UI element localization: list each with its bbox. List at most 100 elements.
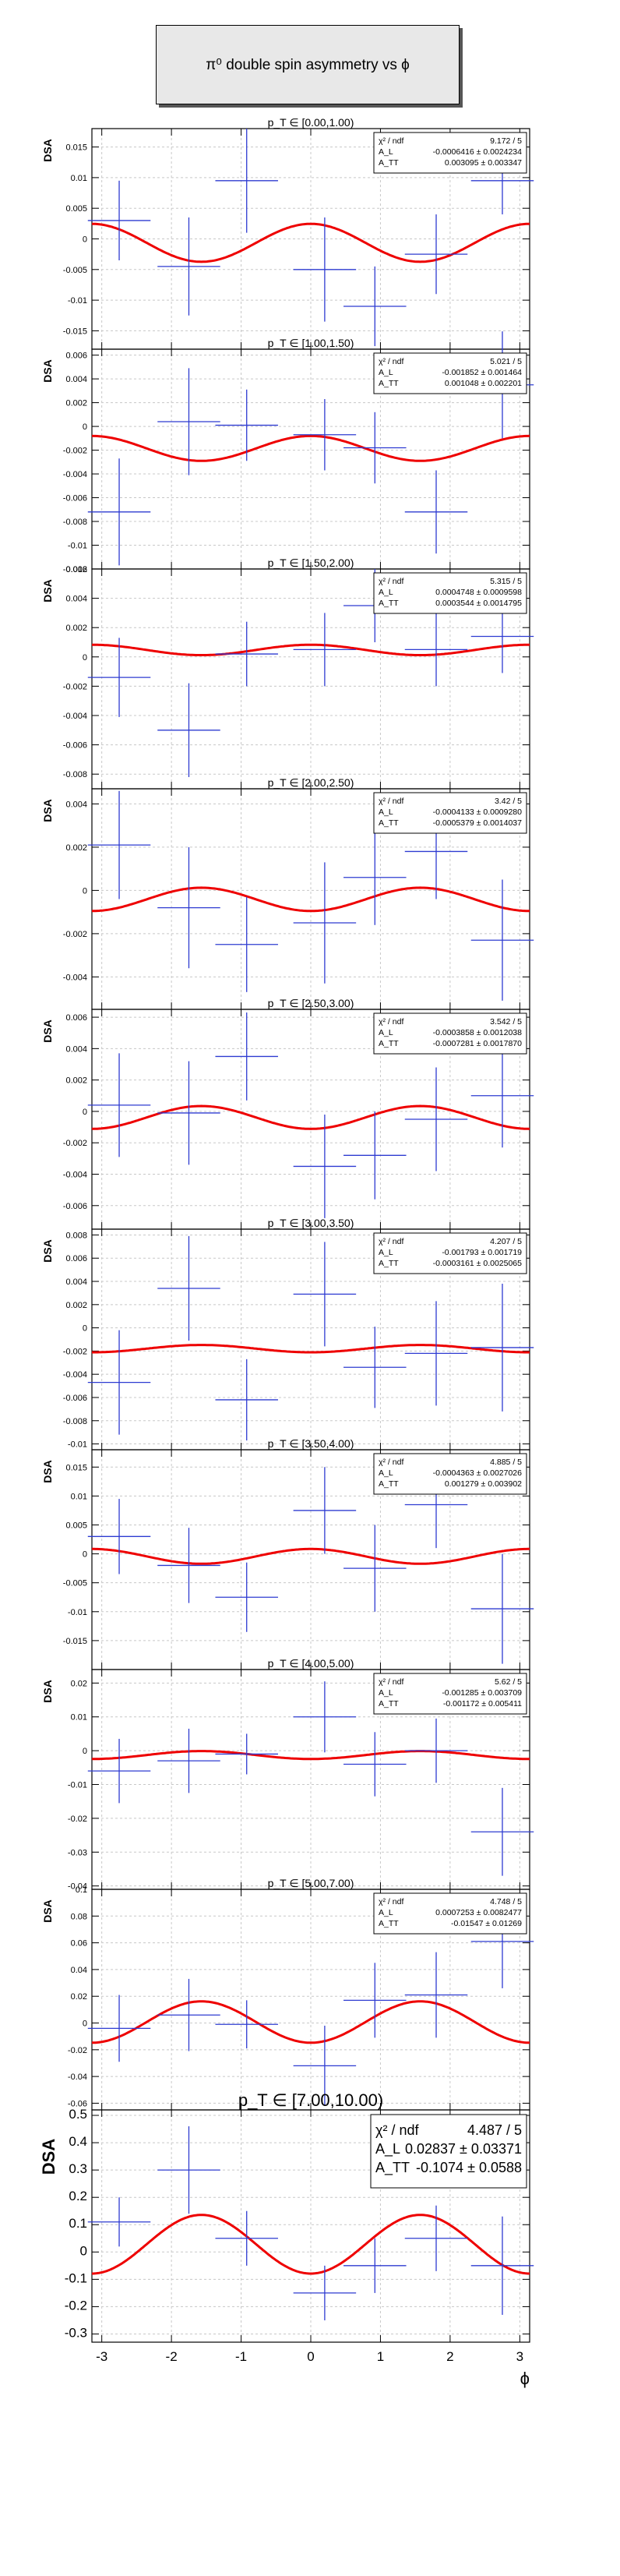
stats-value: 0.001279 ± 0.003902 <box>445 1479 522 1489</box>
data-point <box>157 1061 220 1165</box>
y-tick-label: -0.005 <box>63 266 87 275</box>
data-point <box>343 2238 407 2293</box>
stats-value: -0.01547 ± 0.01269 <box>451 1919 522 1928</box>
chart-title: π⁰ double spin asymmetry vs ϕ <box>156 25 460 104</box>
y-tick-label: -0.004 <box>63 470 87 479</box>
panel-6: -0.01 -0.008 -0.006 -0.004 -0.002 0 0.002 0.004… <box>41 1217 534 1451</box>
stats-box <box>373 132 527 174</box>
fit-curve <box>92 2000 530 2044</box>
data-point <box>343 266 407 347</box>
y-tick-label: -0.008 <box>63 770 87 779</box>
stats-value: 3.542 / 5 <box>490 1017 522 1027</box>
data-point <box>293 2025 357 2106</box>
y-tick-label: -0.008 <box>63 1417 87 1426</box>
stats-value: 5.021 / 5 <box>490 357 522 366</box>
stats-box <box>373 792 527 834</box>
fit-curve <box>92 1750 530 1761</box>
y-tick-label: -0.008 <box>63 518 87 527</box>
panel-bin-label: p_T ∈ [5.00,7.00) <box>268 1877 354 1889</box>
data-point <box>215 896 278 992</box>
stats-value: -0.0003858 ± 0.0012038 <box>433 1028 523 1037</box>
y-tick-label: 0.008 <box>65 1231 87 1240</box>
data-point <box>404 1067 468 1171</box>
data-point <box>215 621 278 687</box>
data-point <box>157 217 220 316</box>
y-tick-label: -0.004 <box>63 1370 87 1380</box>
stats-value: 5.62 / 5 <box>495 1677 522 1687</box>
y-tick-label: -0.01 <box>68 1608 87 1617</box>
stats-label: A_L <box>379 1688 393 1698</box>
y-tick-label: 0.015 <box>65 143 87 153</box>
stats-label: χ² / ndf <box>379 1017 403 1027</box>
data-point <box>470 1787 534 1876</box>
y-axis-label: DSA <box>39 2139 58 2175</box>
y-tick-label: -0.002 <box>63 447 87 456</box>
stats-value: -0.0004363 ± 0.0027026 <box>433 1468 523 1478</box>
data-point <box>157 2126 220 2214</box>
y-tick-label: 0.5 <box>69 2107 87 2122</box>
data-point <box>87 638 151 717</box>
stats-box <box>373 572 527 614</box>
stats-label: A_TT <box>379 1699 399 1708</box>
panel-9: -0.06 -0.04 -0.02 0 0.02 0.04 0.06 0.08 0.1 DSA p_… <box>41 1877 534 2111</box>
x-tick-label: -3 <box>96 2349 107 2364</box>
panel-2: -0.012 -0.01 -0.008 -0.006 -0.004 -0.002 0 0.00… <box>41 331 534 574</box>
stats-label: χ² / ndf <box>379 1237 403 1246</box>
y-tick-label: 0.08 <box>71 1912 87 1921</box>
stats-label: A_TT <box>379 1479 399 1489</box>
y-axis-label: DSA <box>41 1680 54 1703</box>
fit-curve <box>92 1547 530 1565</box>
data-point <box>215 2000 278 2049</box>
y-tick-label: -0.01 <box>68 1781 87 1790</box>
y-tick-label: 0 <box>83 1324 87 1334</box>
data-point <box>87 790 151 899</box>
y-axis-label: DSA <box>41 1019 54 1043</box>
stats-value: -0.001793 ± 0.001719 <box>442 1248 522 1257</box>
data-point <box>293 1681 357 1753</box>
y-tick-label: 0.06 <box>71 1939 87 1949</box>
y-tick-label: 0.004 <box>65 595 87 604</box>
stats-label: χ² / ndf <box>379 357 403 366</box>
data-point <box>293 862 357 984</box>
stats-value: -0.0003161 ± 0.0025065 <box>433 1259 523 1268</box>
data-point <box>293 613 357 687</box>
y-tick-label: 0.01 <box>71 1492 87 1501</box>
chart-title-text: π⁰ double spin asymmetry vs ϕ <box>206 56 410 73</box>
data-point <box>215 2210 278 2266</box>
panel-4: -0.004 -0.002 0 0.002 0.004 DSA p_T ∈ [2.00,2.… <box>41 776 534 1010</box>
fit-curve <box>92 643 530 656</box>
y-tick-label: -0.006 <box>63 494 87 504</box>
y-tick-label: -0.01 <box>68 296 87 306</box>
data-point <box>215 129 278 233</box>
y-tick-label: -0.002 <box>63 682 87 691</box>
fit-curve <box>91 434 530 462</box>
y-axis-label: DSA <box>41 359 54 383</box>
y-tick-label: -0.2 <box>65 2298 87 2313</box>
y-tick-label: -0.002 <box>63 1139 87 1148</box>
stats-value: 0.0007253 ± 0.0082477 <box>435 1908 522 1917</box>
data-point <box>293 1467 357 1554</box>
y-axis-label: DSA <box>41 1899 54 1923</box>
fit-curve <box>91 1104 530 1130</box>
y-tick-label: -0.03 <box>68 1848 87 1857</box>
y-tick-label: 0.006 <box>65 352 87 361</box>
stats-value: 0.0004748 ± 0.0009598 <box>435 588 522 597</box>
y-axis-label: DSA <box>41 139 54 162</box>
data-point <box>470 2216 534 2315</box>
y-tick-label: -0.004 <box>63 1171 87 1180</box>
data-point <box>343 1732 407 1797</box>
data-point <box>404 1952 468 2038</box>
data-point <box>470 1284 534 1412</box>
panel-10: -0.3 -0.2 -0.1 0 0.1 0.2 0.3 0.4 0.5 -3 -2 -1 0 1 2 3 ϕ D… <box>39 2090 534 2388</box>
y-tick-label: 0.004 <box>65 1277 87 1287</box>
y-tick-label: 0 <box>80 2243 87 2258</box>
data-point <box>343 1327 407 1408</box>
y-tick-label: 0.015 <box>65 1463 87 1472</box>
x-tick-label: -2 <box>166 2349 178 2364</box>
y-tick-label: 0.1 <box>69 2216 87 2231</box>
y-tick-label: 0.01 <box>71 174 87 183</box>
stats-label: A_TT <box>379 818 399 828</box>
data-point <box>404 2205 468 2271</box>
y-tick-label: 0.006 <box>65 1254 87 1263</box>
y-tick-label: 0 <box>83 422 87 432</box>
